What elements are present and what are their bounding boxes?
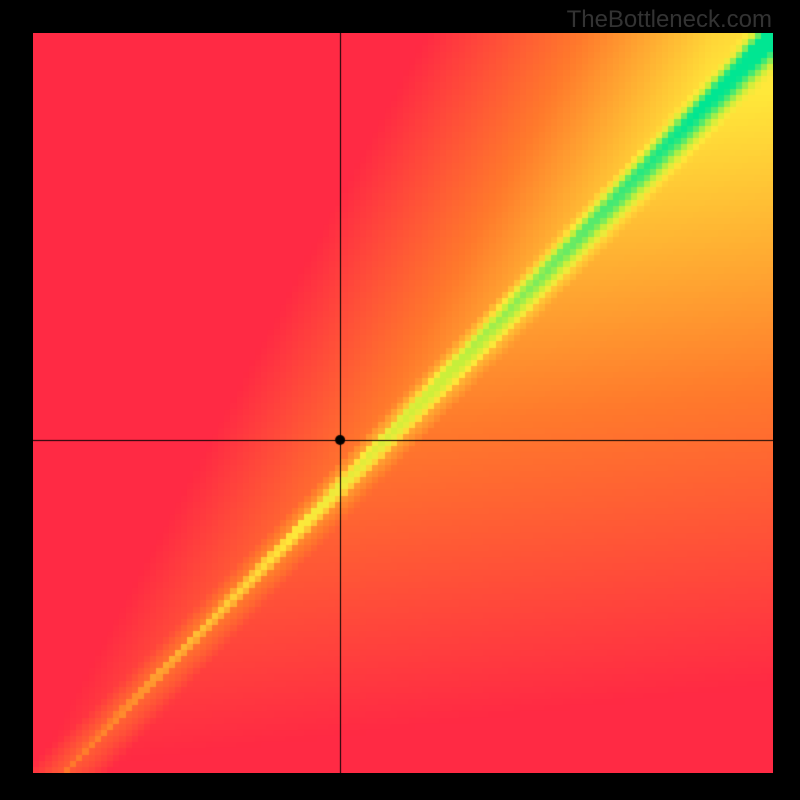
chart-container: { "watermark": { "text": "TheBottleneck.… [0,0,800,800]
crosshair-overlay [33,33,773,773]
watermark-text: TheBottleneck.com [567,6,772,34]
